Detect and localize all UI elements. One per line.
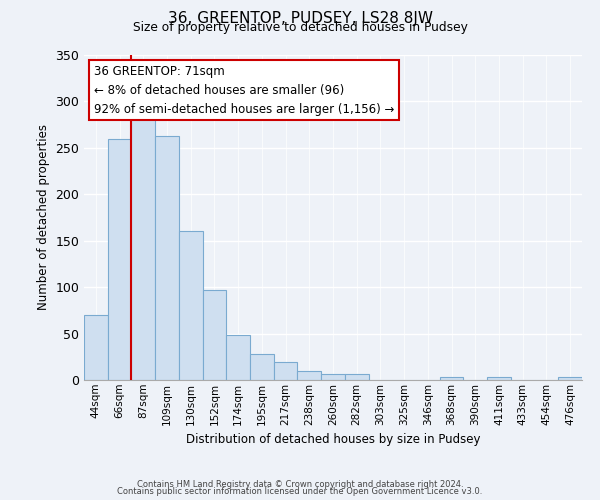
Bar: [298, 370, 321, 380]
Bar: [131, 108, 155, 380]
Bar: [179, 232, 203, 380]
Bar: [321, 374, 345, 380]
X-axis label: Distribution of detached houses by size in Pudsey: Distribution of detached houses by size …: [186, 433, 480, 446]
Y-axis label: Number of detached properties: Number of detached properties: [37, 124, 50, 310]
Bar: [487, 377, 511, 380]
Text: 36, GREENTOP, PUDSEY, LS28 8JW: 36, GREENTOP, PUDSEY, LS28 8JW: [167, 11, 433, 26]
Bar: [203, 290, 226, 380]
Bar: [558, 377, 582, 380]
Text: Size of property relative to detached houses in Pudsey: Size of property relative to detached ho…: [133, 21, 467, 34]
Bar: [226, 336, 250, 380]
Text: Contains public sector information licensed under the Open Government Licence v3: Contains public sector information licen…: [118, 488, 482, 496]
Text: 36 GREENTOP: 71sqm
← 8% of detached houses are smaller (96)
92% of semi-detached: 36 GREENTOP: 71sqm ← 8% of detached hous…: [94, 64, 394, 116]
Bar: [345, 374, 368, 380]
Bar: [155, 136, 179, 380]
Bar: [108, 138, 131, 380]
Bar: [440, 377, 463, 380]
Bar: [250, 354, 274, 380]
Bar: [274, 362, 298, 380]
Bar: [84, 315, 108, 380]
Text: Contains HM Land Registry data © Crown copyright and database right 2024.: Contains HM Land Registry data © Crown c…: [137, 480, 463, 489]
